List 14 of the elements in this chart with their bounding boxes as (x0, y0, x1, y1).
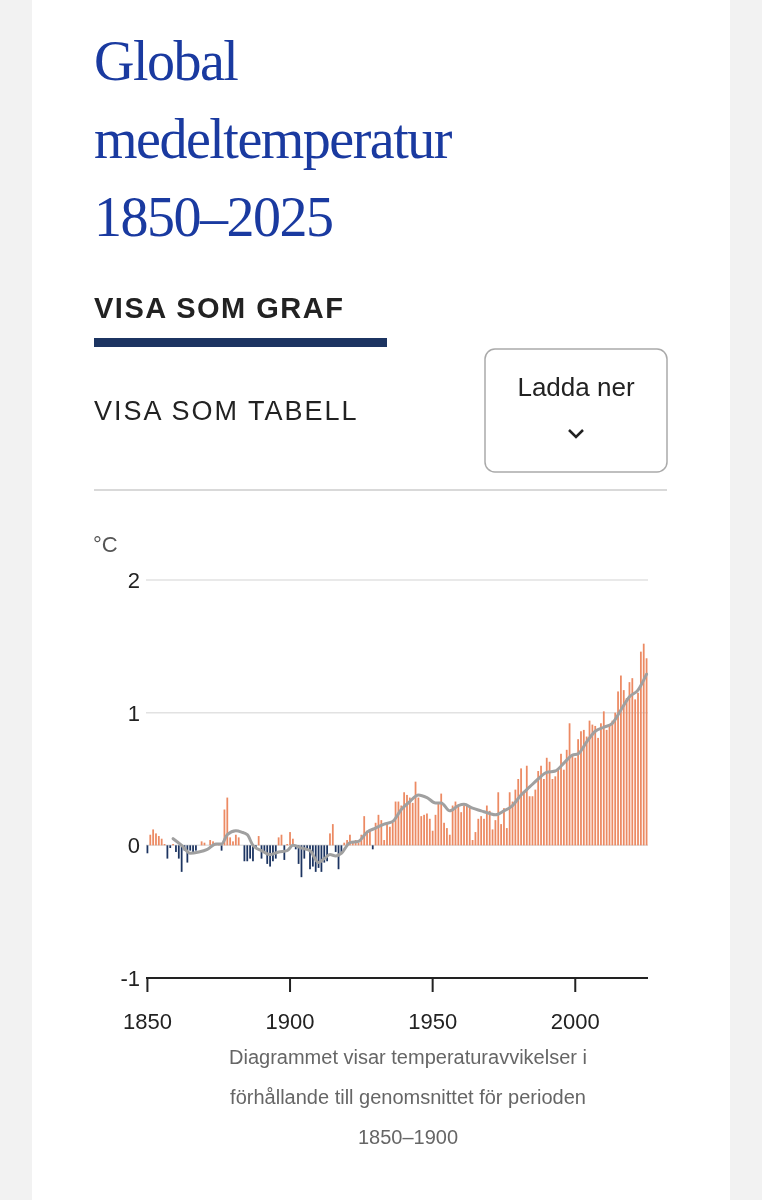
y-tick-label: 2 (127, 568, 140, 593)
text: VISA SOM GRAF (94, 292, 345, 324)
x-tick-label: 1950 (408, 1009, 458, 1034)
x-tick-label: 1900 (265, 1009, 315, 1034)
y-tick-label: -1 (120, 966, 140, 991)
x-tick-label: 1850 (122, 1009, 172, 1034)
y-axis-title: °C (93, 532, 118, 557)
text: Ladda ner (517, 372, 635, 402)
chart-title: Global medeltemperatur 1850–2025 (94, 30, 453, 248)
text: Diagrammet visar temperaturavvikelser i förhållande till genomsnittet för perioden 1850–1900 (229, 1046, 587, 1148)
y-tick-label: 1 (127, 700, 140, 726)
text: VISA SOM TABELL (94, 396, 359, 426)
x-tick-label: 2000 (550, 1009, 600, 1034)
y-tick-label: 0 (127, 833, 140, 859)
